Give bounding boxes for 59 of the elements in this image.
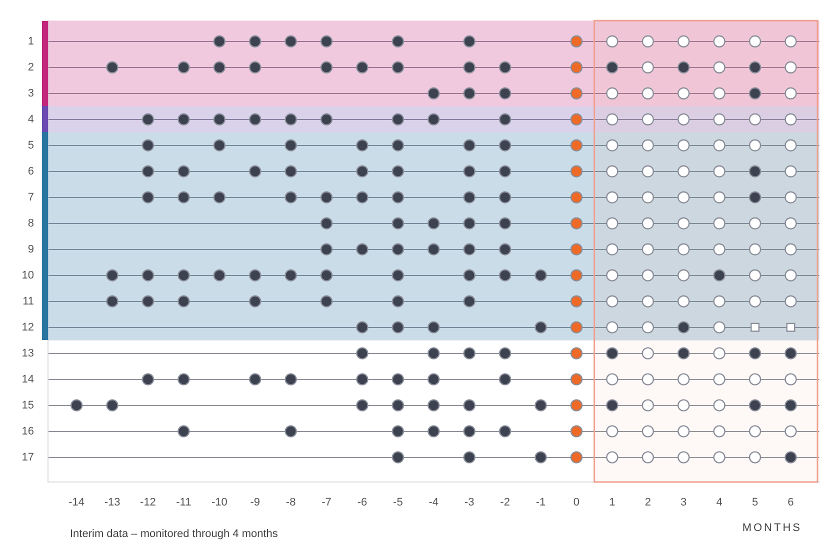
y-tick-label: 13 bbox=[22, 347, 34, 360]
point bbox=[570, 347, 583, 360]
x-tick-label: -1 bbox=[536, 496, 546, 509]
point bbox=[570, 217, 583, 230]
y-tick-label: 8 bbox=[28, 217, 34, 230]
point bbox=[570, 451, 583, 464]
x-tick-label: -12 bbox=[140, 496, 156, 509]
x-tick-label: -7 bbox=[322, 496, 332, 509]
y-tick-label: 12 bbox=[22, 321, 34, 334]
point bbox=[570, 321, 583, 334]
x-tick-label: 5 bbox=[752, 496, 758, 509]
y-tick-label: 7 bbox=[28, 191, 34, 204]
x-tick-label: 6 bbox=[788, 496, 794, 509]
x-tick-label: -13 bbox=[104, 496, 120, 509]
y-tick-label: 9 bbox=[28, 243, 34, 256]
x-tick-label: 3 bbox=[680, 496, 687, 509]
x-axis-title: MONTHS bbox=[742, 522, 802, 534]
y-tick-label: 3 bbox=[28, 87, 34, 100]
x-tick-label: -2 bbox=[500, 496, 510, 509]
y-tick-label: 17 bbox=[22, 451, 34, 464]
x-tick-label: -8 bbox=[286, 496, 296, 509]
point bbox=[750, 322, 760, 332]
text: Interim data – monitored through 4 months bbox=[70, 528, 278, 540]
point bbox=[570, 165, 583, 178]
y-tick-label: 15 bbox=[22, 399, 34, 412]
x-tick-label: 2 bbox=[644, 496, 651, 509]
point bbox=[786, 322, 796, 332]
x-tick-label: 1 bbox=[609, 496, 616, 509]
point bbox=[570, 191, 583, 204]
y-tick-label: 5 bbox=[28, 139, 34, 152]
point bbox=[570, 269, 583, 282]
point bbox=[570, 399, 583, 412]
y-tick-label: 4 bbox=[28, 113, 34, 126]
point bbox=[570, 425, 583, 438]
x-tick-label: -6 bbox=[357, 496, 368, 509]
x-tick-label: -11 bbox=[176, 496, 192, 509]
point bbox=[570, 295, 583, 308]
y-tick-label: 11 bbox=[22, 295, 34, 308]
y-tick-label: 2 bbox=[28, 61, 34, 74]
point bbox=[570, 35, 583, 48]
point bbox=[570, 139, 583, 152]
x-tick-label: -5 bbox=[393, 496, 403, 509]
point bbox=[570, 373, 583, 386]
x-tick-label: -14 bbox=[68, 496, 85, 509]
x-tick-label: 4 bbox=[716, 496, 722, 509]
x-tick-label: 0 bbox=[573, 496, 580, 509]
y-tick-label: 14 bbox=[22, 373, 34, 386]
y-tick-label: 1 bbox=[28, 35, 34, 48]
x-tick-label: -10 bbox=[211, 496, 228, 509]
point bbox=[570, 113, 583, 126]
x-tick-label: -9 bbox=[250, 496, 260, 509]
point bbox=[570, 61, 583, 74]
point bbox=[570, 243, 583, 256]
y-tick-label: 10 bbox=[22, 269, 34, 282]
y-tick-label: 6 bbox=[28, 165, 34, 178]
y-tick-label: 16 bbox=[22, 425, 34, 438]
x-tick-label: -4 bbox=[428, 496, 439, 509]
point bbox=[570, 87, 583, 100]
x-tick-label: -3 bbox=[464, 496, 474, 509]
